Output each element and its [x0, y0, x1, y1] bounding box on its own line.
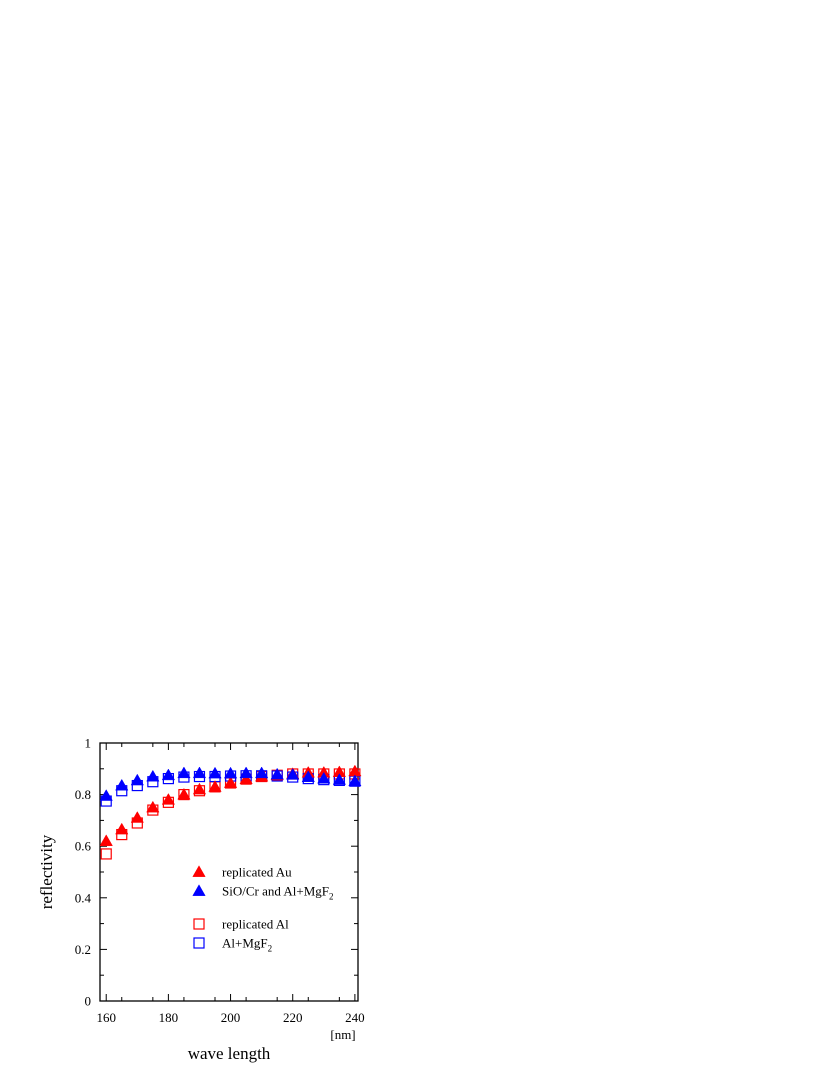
legend-marker	[192, 865, 206, 877]
x-tick-label: 180	[159, 1010, 179, 1025]
legend-marker	[193, 918, 205, 930]
data-point	[192, 766, 207, 779]
data-point	[223, 776, 238, 788]
data-point	[115, 778, 129, 791]
y-tick-label: 0	[85, 994, 92, 1009]
data-point	[161, 768, 176, 781]
x-tick-label: 160	[96, 1010, 116, 1025]
legend-label: SiO/Cr and Al+MgF2	[222, 884, 334, 902]
data-point	[348, 764, 362, 777]
data-point	[146, 800, 160, 813]
data-point	[99, 834, 113, 846]
legend-label-subscript: 2	[268, 944, 273, 954]
x-tick-label: 240	[345, 1010, 365, 1025]
data-point	[177, 766, 191, 779]
data-point	[255, 766, 269, 779]
y-tick-label: 0.8	[75, 787, 91, 802]
data-point	[208, 780, 222, 792]
data-point	[223, 766, 238, 779]
data-point	[177, 787, 191, 800]
legend-marker	[192, 884, 206, 896]
data-point	[286, 768, 300, 780]
data-point	[332, 773, 346, 785]
y-axis-label: reflectivity	[37, 834, 56, 909]
data-point	[270, 767, 284, 780]
legend-label-subscript: 2	[329, 892, 334, 902]
y-tick-label: 0.4	[75, 890, 92, 905]
x-tick-label: 220	[283, 1010, 303, 1025]
data-point	[192, 782, 207, 795]
x-axis-label: wave length	[188, 1044, 271, 1063]
data-point	[317, 771, 331, 784]
data-point	[99, 789, 113, 801]
y-tick-label: 0.6	[75, 839, 92, 854]
data-point	[130, 811, 144, 823]
y-tick-label: 0.2	[75, 942, 91, 957]
x-axis-unit: [nm]	[330, 1027, 355, 1042]
y-tick-label: 1	[85, 736, 92, 751]
data-point	[208, 766, 222, 779]
x-tick-label: 200	[221, 1010, 241, 1025]
legend-label: replicated Al	[222, 917, 289, 932]
data-point	[161, 793, 176, 805]
data-point	[115, 822, 129, 835]
legend: replicated Au SiO/Cr and Al+MgF2 replicate…	[192, 865, 334, 954]
data-point	[239, 766, 253, 779]
data-point	[301, 770, 315, 782]
data-point	[100, 848, 112, 860]
data-point	[130, 773, 144, 786]
legend-marker	[193, 937, 205, 949]
data-point	[348, 774, 362, 787]
data-point	[146, 769, 160, 782]
data-point	[239, 772, 253, 785]
legend-label: Al+MgF2	[222, 936, 272, 954]
marker-layer	[99, 764, 362, 860]
tick-layer: 160 180 200 220 240 0 0.2 0.4 0.6 0.8 1	[75, 736, 365, 1026]
legend-label: replicated Au	[222, 865, 292, 880]
